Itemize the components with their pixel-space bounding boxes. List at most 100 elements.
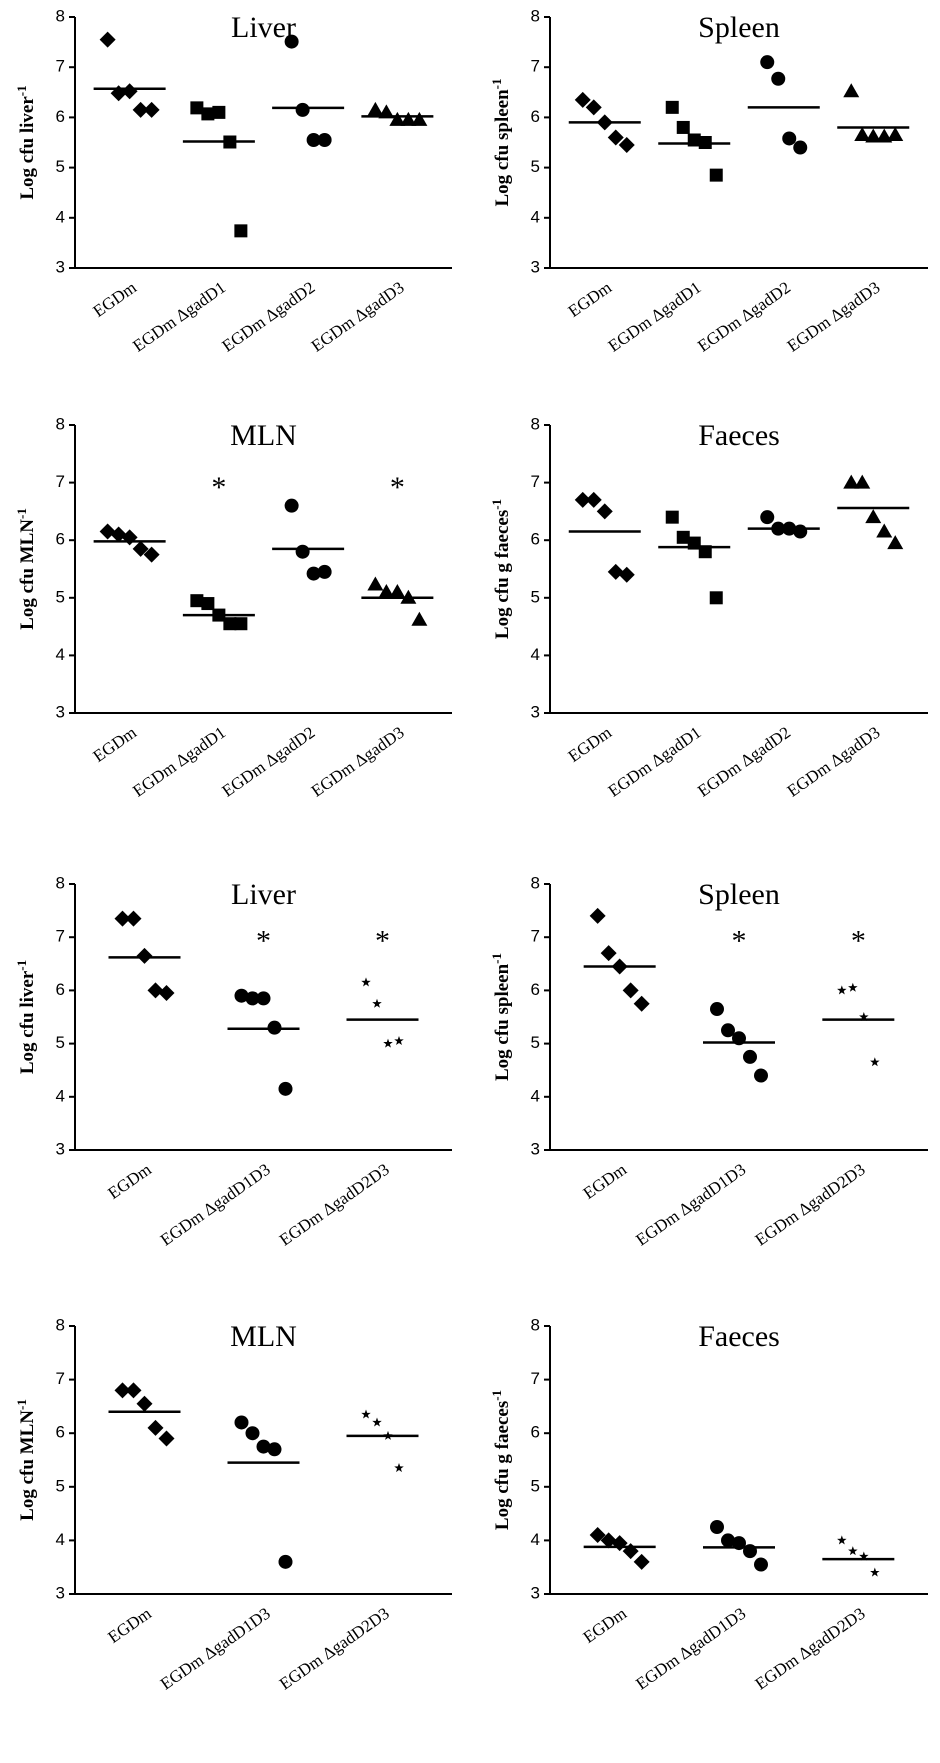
x-tick-label: EGDm xyxy=(580,1160,630,1203)
point xyxy=(618,566,635,583)
x-tick-label: EGDm ΔgadD2 xyxy=(694,278,794,356)
point xyxy=(394,1463,404,1473)
y-tick-label: 4 xyxy=(56,1530,65,1549)
y-tick-label: 8 xyxy=(531,1315,540,1334)
point xyxy=(760,55,775,70)
x-tick-label: EGDm ΔgadD1D3 xyxy=(632,1604,749,1694)
point xyxy=(306,566,321,581)
point xyxy=(848,982,858,992)
x-tick-label: EGDm ΔgadD3 xyxy=(784,278,884,356)
y-axis-label-text: Log cfu MLN xyxy=(17,1410,38,1521)
point xyxy=(383,1038,393,1048)
y-tick-label: 7 xyxy=(56,472,65,491)
point xyxy=(876,523,893,538)
point xyxy=(378,584,395,599)
y-tick-label: 5 xyxy=(56,157,65,176)
x-tick-label: EGDm xyxy=(580,1604,630,1647)
point xyxy=(676,120,690,134)
y-tick-label: 8 xyxy=(56,6,65,25)
significance: * xyxy=(256,925,271,958)
point xyxy=(793,524,808,539)
point xyxy=(848,1546,858,1556)
y-tick-label: 3 xyxy=(56,1583,65,1602)
point xyxy=(843,474,860,489)
point xyxy=(887,535,904,550)
panel-title: MLN xyxy=(230,1320,297,1353)
x-tick-label: EGDm ΔgadD1 xyxy=(129,723,229,801)
point xyxy=(721,1533,735,1548)
y-tick-label: 6 xyxy=(531,1423,540,1442)
point xyxy=(143,101,160,118)
x-tick-label: EGDm ΔgadD3 xyxy=(308,723,408,801)
point xyxy=(378,104,395,119)
point xyxy=(710,1002,724,1017)
point xyxy=(854,126,871,141)
point xyxy=(859,1012,869,1022)
point xyxy=(158,1430,175,1447)
point xyxy=(607,129,624,146)
point xyxy=(793,140,808,155)
point xyxy=(574,491,591,508)
x-tick-label: EGDm xyxy=(565,278,615,321)
point xyxy=(361,1409,371,1419)
y-tick-label: 5 xyxy=(531,157,540,176)
y-tick-label: 6 xyxy=(56,530,65,549)
point xyxy=(585,99,602,116)
point xyxy=(698,545,712,559)
point xyxy=(158,985,175,1002)
point xyxy=(743,1049,757,1064)
panel-title: Liver xyxy=(231,11,296,44)
point xyxy=(837,985,847,995)
y-tick-label: 8 xyxy=(531,414,540,433)
point xyxy=(295,544,310,559)
y-tick-label: 5 xyxy=(56,1033,65,1052)
point xyxy=(782,131,797,146)
point xyxy=(754,1068,768,1083)
x-tick-label: EGDm ΔgadD2D3 xyxy=(276,1604,393,1694)
point xyxy=(622,982,639,999)
point xyxy=(201,597,215,611)
point xyxy=(676,530,690,544)
y-axis-label: Log cfu MLN-1 xyxy=(14,1399,39,1521)
x-tick-label: EGDm xyxy=(90,723,140,766)
point xyxy=(596,503,613,520)
y-axis-label: Log cfu g faeces-1 xyxy=(489,1390,514,1530)
x-tick-label: EGDm ΔgadD1 xyxy=(129,278,229,356)
y-tick-label: 6 xyxy=(56,980,65,999)
point xyxy=(212,105,226,119)
point xyxy=(125,1382,142,1399)
y-tick-label: 4 xyxy=(56,207,65,226)
panel-title: Faeces xyxy=(698,419,780,452)
point xyxy=(132,540,149,557)
point xyxy=(721,1023,735,1038)
point xyxy=(876,128,893,143)
x-tick-label: EGDm ΔgadD1D3 xyxy=(157,1160,274,1250)
point xyxy=(245,1426,260,1441)
y-axis-label-sup: -1 xyxy=(14,508,29,519)
point xyxy=(865,509,882,524)
y-tick-label: 7 xyxy=(56,57,65,76)
point xyxy=(618,137,635,154)
point xyxy=(245,991,260,1006)
x-tick-label: EGDm xyxy=(90,278,140,321)
y-tick-label: 5 xyxy=(531,1033,540,1052)
y-tick-label: 3 xyxy=(56,702,65,721)
y-axis-label-text: Log cfu g faeces xyxy=(492,510,513,639)
x-tick-label: EGDm xyxy=(104,1604,154,1647)
y-axis-label-text: Log cfu liver xyxy=(17,970,38,1074)
significance: * xyxy=(851,925,866,958)
x-tick-label: EGDm ΔgadD2 xyxy=(694,723,794,801)
y-tick-label: 7 xyxy=(531,927,540,946)
point xyxy=(865,128,882,143)
point xyxy=(147,982,164,999)
point xyxy=(190,101,204,115)
point xyxy=(284,34,299,49)
point xyxy=(870,1057,880,1067)
point xyxy=(223,617,237,631)
point xyxy=(234,1415,249,1430)
point xyxy=(585,491,602,508)
y-tick-label: 6 xyxy=(531,980,540,999)
point xyxy=(771,71,786,86)
point xyxy=(411,611,428,626)
